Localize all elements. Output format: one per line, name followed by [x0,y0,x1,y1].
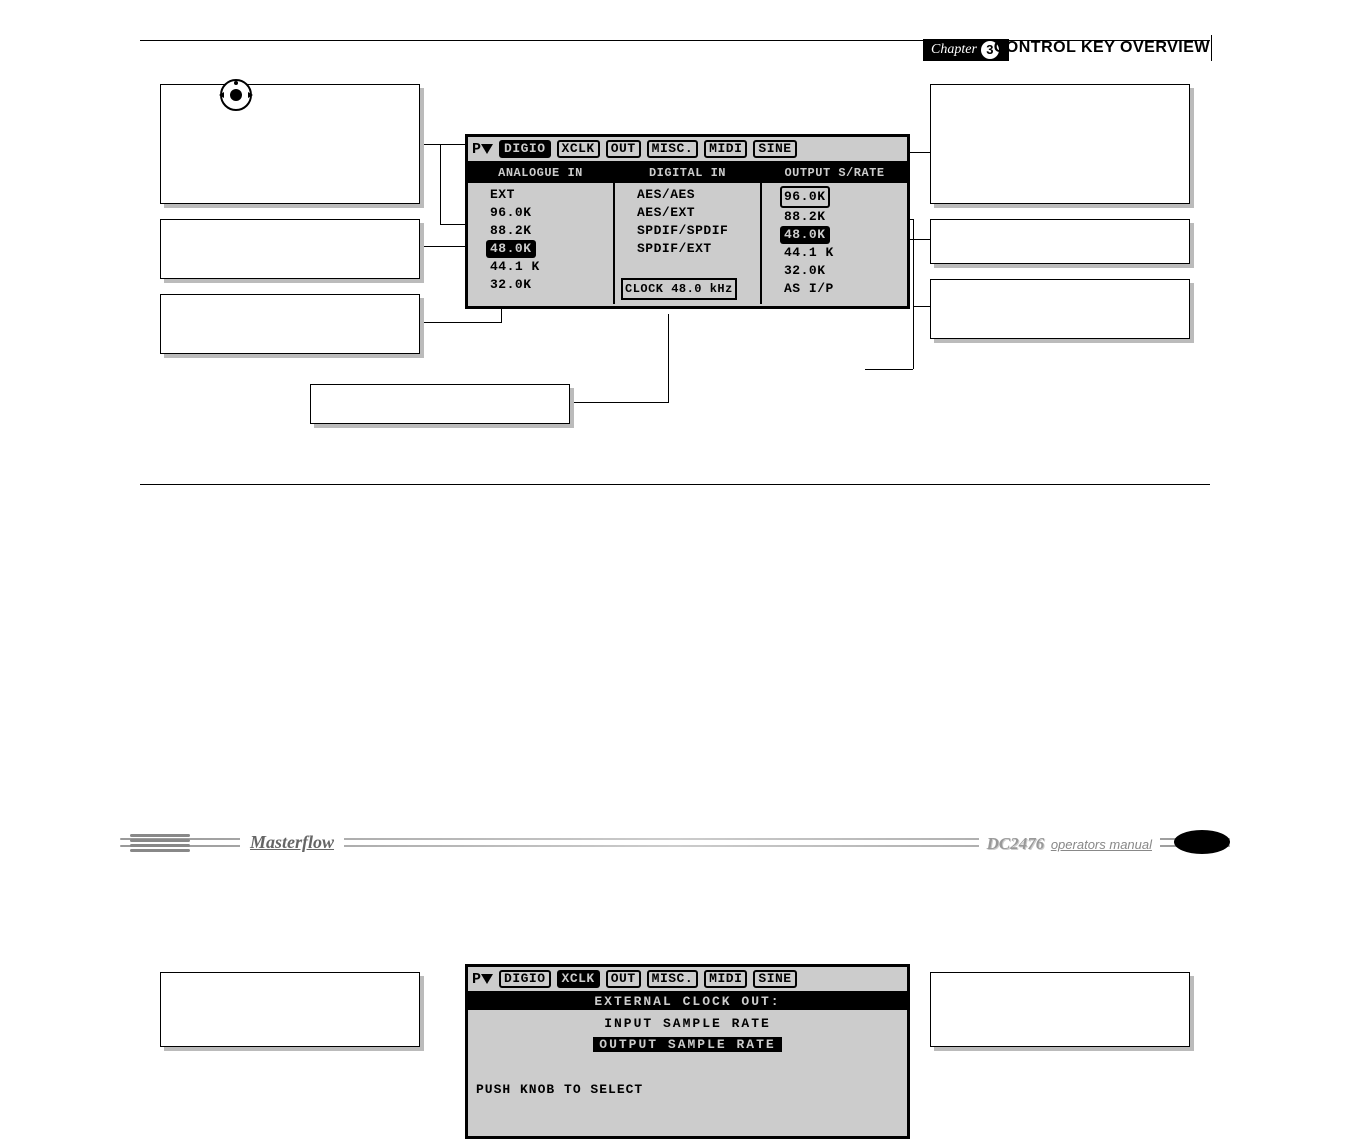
column-analogue-in: ANALOGUE IN EXT 96.0K 88.2K 48.0K 44.1 K… [468,163,613,304]
footer-dot-icon [1174,830,1230,854]
chapter-label: Chapter [931,42,977,58]
page-title: CONTROL KEY OVERVIEW [994,39,1210,57]
lcd-digio: DIGIO XCLK OUT MISC. MIDI SINE ANALOGUE … [465,134,910,309]
tab-digio[interactable]: DIGIO [499,140,551,158]
list-item[interactable]: 44.1 K [766,244,903,262]
option-input-rate[interactable]: INPUT SAMPLE RATE [468,1016,907,1031]
tab-sine[interactable]: SINE [753,140,796,158]
footer-model: DC2476 [987,834,1045,853]
list-item[interactable]: 88.2K [472,222,609,240]
column-header: ANALOGUE IN [468,163,613,183]
clock-readout: CLOCK 48.0 kHz [621,278,737,300]
footer-manual: DC2476 operators manual [979,834,1160,854]
xclk-section: DIGIO XCLK OUT MISC. MIDI SINE EXTERNAL … [140,484,1210,784]
push-knob-hint: PUSH KNOB TO SELECT [468,1052,907,1097]
footer-stripes-icon [130,834,190,852]
lcd-xclk: DIGIO XCLK OUT MISC. MIDI SINE EXTERNAL … [465,964,910,1139]
tab-midi[interactable]: MIDI [704,140,747,158]
column-header: DIGITAL IN [615,163,760,183]
callout-output-sel [930,279,1190,339]
list-item-selected[interactable]: 48.0K [486,240,536,258]
list-item[interactable]: SPDIF/EXT [619,240,756,258]
callout-knob [160,84,420,204]
option-output-rate[interactable]: OUTPUT SAMPLE RATE [593,1037,781,1052]
callout-xclk-right [930,972,1190,1047]
page-footer: Masterflow DC2476 operators manual [120,830,1230,856]
tab-out[interactable]: OUT [606,970,641,988]
tab-xclk[interactable]: XCLK [557,970,600,988]
tab-misc[interactable]: MISC. [647,970,699,988]
digio-section: DIGIO XCLK OUT MISC. MIDI SINE ANALOGUE … [140,84,1210,464]
xclk-title: EXTERNAL CLOCK OUT: [468,991,907,1010]
list-item[interactable]: 96.0K [472,204,609,222]
footer-manual-text: operators manual [1051,837,1152,852]
list-item-boxed[interactable]: 96.0K [780,186,830,208]
pv-indicator [472,141,493,158]
list-item[interactable]: SPDIF/SPDIF [619,222,756,240]
header-bar: Chapter 3 CONTROL KEY OVERVIEW [140,40,1210,64]
list-item[interactable]: 44.1 K [472,258,609,276]
page-content: Chapter 3 CONTROL KEY OVERVIEW [140,40,1210,784]
tab-out[interactable]: OUT [606,140,641,158]
tab-digio[interactable]: DIGIO [499,970,551,988]
tab-bar: DIGIO XCLK OUT MISC. MIDI SINE [468,967,907,991]
tab-bar: DIGIO XCLK OUT MISC. MIDI SINE [468,137,907,161]
callout-xclk-left [160,972,420,1047]
list-item[interactable]: AES/AES [619,186,756,204]
pv-indicator [472,971,493,988]
knob-icon [216,75,256,115]
list-item-selected[interactable]: 48.0K [780,226,830,244]
callout-clock [310,384,570,424]
tab-xclk[interactable]: XCLK [557,140,600,158]
callout-analogue-in [160,219,420,279]
tab-misc[interactable]: MISC. [647,140,699,158]
list-item[interactable]: AES/EXT [619,204,756,222]
column-digital-in: DIGITAL IN AES/AES AES/EXT SPDIF/SPDIF S… [613,163,760,304]
callout-selected-rate [160,294,420,354]
list-item[interactable]: 88.2K [766,208,903,226]
list-item[interactable]: EXT [472,186,609,204]
list-item[interactable]: 32.0K [472,276,609,294]
column-header: OUTPUT S/RATE [762,163,907,183]
list-item[interactable]: 32.0K [766,262,903,280]
callout-output-box [930,219,1190,264]
column-output-srate: OUTPUT S/RATE 96.0K 88.2K 48.0K 44.1 K 3… [760,163,907,304]
tab-sine[interactable]: SINE [753,970,796,988]
callout-tabs [930,84,1190,204]
footer-brand: Masterflow [240,832,344,853]
list-item[interactable]: AS I/P [766,280,903,298]
tab-midi[interactable]: MIDI [704,970,747,988]
